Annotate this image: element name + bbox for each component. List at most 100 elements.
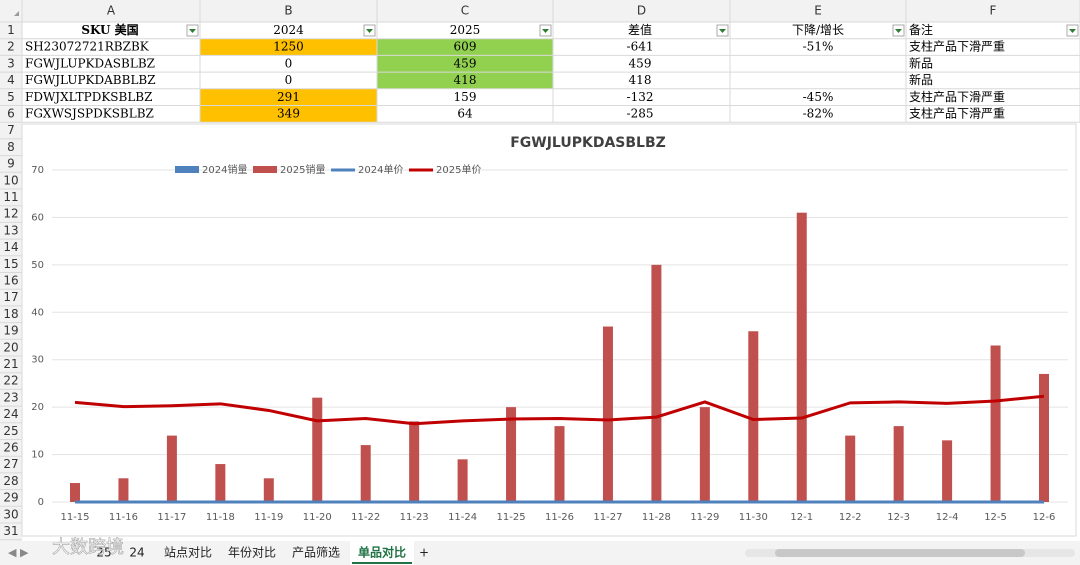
row-number: 5 — [7, 90, 15, 104]
sheet-tab[interactable]: 年份对比 — [228, 546, 276, 560]
chart-title: FGWJLUPKDASBLBZ — [510, 135, 666, 151]
bar — [409, 421, 420, 502]
y-tick-label: 20 — [31, 402, 44, 413]
x-tick-label: 11-24 — [448, 512, 477, 523]
sheet-tab[interactable]: + — [419, 546, 429, 560]
legend-swatch — [175, 166, 199, 173]
y-tick-label: 10 — [31, 450, 44, 461]
chart-area — [21, 123, 1077, 537]
sheet-tab[interactable]: 24 — [129, 546, 144, 560]
filter-arrow — [189, 29, 196, 33]
cell-fill — [200, 88, 377, 106]
header-cell: SKU 美国 — [81, 22, 138, 37]
bar — [651, 264, 662, 502]
x-tick-label: 11-25 — [497, 512, 526, 523]
cell: FDWJXLTPDKSBLBZ — [25, 90, 152, 104]
x-tick-label: 11-28 — [642, 512, 671, 523]
row-number: 22 — [3, 374, 18, 388]
row-number: 25 — [3, 424, 18, 438]
bar — [215, 464, 226, 502]
row-number: 8 — [7, 140, 15, 154]
cell-fill — [377, 38, 553, 56]
x-tick-label: 11-29 — [690, 512, 719, 523]
row-number: 2 — [7, 40, 15, 54]
cell: 609 — [454, 40, 477, 54]
cell: FGXWSJSPDKSBLBZ — [25, 107, 154, 121]
bar — [942, 440, 953, 502]
filter-arrow — [719, 29, 726, 33]
bar — [893, 426, 904, 502]
column-letter: E — [814, 4, 822, 18]
x-tick-label: 11-17 — [157, 512, 186, 523]
x-tick-label: 12-3 — [887, 512, 910, 523]
sheet-tab[interactable]: 单品对比 — [358, 545, 406, 560]
cell: 支柱产品下滑严重 — [909, 89, 1005, 104]
bar — [796, 212, 807, 502]
cell: 支柱产品下滑严重 — [909, 106, 1005, 121]
cell: 349 — [277, 107, 300, 121]
row-number: 7 — [7, 123, 15, 137]
bar — [70, 483, 80, 502]
cell-fill — [200, 105, 377, 123]
y-tick-label: 40 — [31, 307, 44, 318]
column-letter: B — [284, 4, 292, 18]
bar — [263, 478, 274, 502]
cell: -132 — [627, 90, 654, 104]
bar — [118, 478, 129, 502]
sheet-tab[interactable]: 产品筛选 — [292, 545, 340, 560]
bar — [990, 345, 1001, 502]
filter-arrow — [366, 29, 373, 33]
cell: 新品 — [909, 72, 933, 87]
row-number: 3 — [7, 56, 15, 70]
filter-arrow — [895, 29, 902, 33]
cell: 支柱产品下滑严重 — [909, 39, 1005, 54]
row-number: 17 — [3, 290, 18, 304]
bar — [1039, 373, 1049, 502]
scrollbar-thumb[interactable] — [775, 549, 1025, 557]
x-tick-label: 11-27 — [593, 512, 622, 523]
sheet-tab[interactable]: 站点对比 — [164, 546, 212, 560]
y-tick-label: 30 — [31, 355, 44, 366]
row-number: 10 — [3, 173, 18, 187]
watermark: 大数跨境 — [52, 537, 124, 558]
tab-nav[interactable]: ◀ ▶ — [8, 546, 29, 559]
x-tick-label: 11-22 — [351, 512, 380, 523]
row-number: 29 — [3, 491, 18, 505]
row-number: 6 — [7, 107, 15, 121]
header-cell: 2025 — [450, 23, 481, 37]
column-letter: F — [990, 4, 997, 18]
legend-label: 2025销量 — [280, 163, 325, 176]
tab-active-bg — [350, 541, 414, 565]
bar — [312, 397, 323, 502]
bar — [166, 435, 177, 502]
header-cell: 下降/增长 — [792, 23, 844, 37]
row-number: 26 — [3, 441, 18, 455]
bar — [554, 426, 565, 502]
row-number: 9 — [7, 157, 15, 171]
bar — [748, 331, 759, 502]
row-number: 31 — [3, 524, 18, 538]
x-tick-label: 11-19 — [254, 512, 283, 523]
cell: 459 — [454, 56, 477, 70]
cell: 459 — [629, 56, 652, 70]
column-letter: D — [637, 4, 646, 18]
y-tick-label: 70 — [31, 165, 44, 176]
y-tick-label: 50 — [31, 260, 44, 271]
bar — [360, 445, 371, 502]
cell: FGWJLUPKDABBLBZ — [25, 73, 156, 87]
sheet-tab[interactable]: 25 — [96, 546, 111, 560]
cell-fill — [377, 72, 553, 89]
column-letter: A — [107, 4, 116, 18]
bar — [457, 459, 468, 502]
cell: -51% — [803, 40, 834, 54]
select-all[interactable] — [14, 11, 19, 16]
row-number: 18 — [3, 307, 18, 321]
cell: 291 — [277, 90, 300, 104]
cell: 新品 — [909, 55, 933, 70]
x-tick-label: 12-4 — [936, 512, 959, 523]
cell: 159 — [454, 90, 477, 104]
x-tick-label: 11-26 — [545, 512, 574, 523]
column-letter: C — [461, 4, 469, 18]
header-cell: 2024 — [273, 23, 304, 37]
